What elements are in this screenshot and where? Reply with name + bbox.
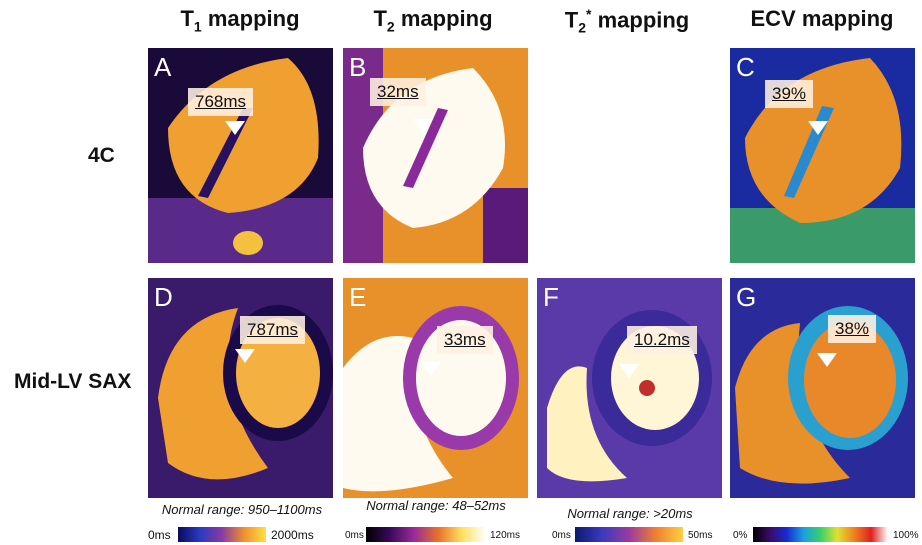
panel-letter: E <box>349 282 366 313</box>
scale-min: 0ms <box>552 530 571 541</box>
panel-letter: B <box>349 52 366 83</box>
header-text: T <box>180 6 193 31</box>
header-text: T <box>565 7 578 32</box>
scale-max: 100% <box>893 530 919 541</box>
arrow <box>225 121 245 135</box>
panel-letter: G <box>736 282 756 313</box>
colorbar <box>575 527 683 542</box>
header-text: T <box>373 6 386 31</box>
value-label: 39% <box>765 80 813 108</box>
scale-min: 0% <box>733 530 747 541</box>
colorbar <box>366 527 486 542</box>
scale-min: 0ms <box>148 528 171 542</box>
panel-letter: C <box>736 52 755 83</box>
panel-letter: A <box>154 52 171 83</box>
image-panel: C 39% <box>730 48 915 263</box>
header-subscript: 1 <box>194 18 202 34</box>
value-label: 768ms <box>188 88 253 116</box>
column-header: T1 mapping <box>145 6 335 34</box>
header-text: mapping <box>598 7 690 32</box>
figure: T1 mapping T2 mapping T2* mapping ECV ma… <box>0 0 922 545</box>
scale-min: 0ms <box>345 530 364 541</box>
t2-image <box>343 278 528 498</box>
value-label: 32ms <box>370 78 426 106</box>
image-panel: E 33ms <box>343 278 528 498</box>
value-label: 787ms <box>240 316 305 344</box>
scale-max: 50ms <box>688 530 712 541</box>
normal-range: Normal range: 48–52ms <box>336 498 536 513</box>
scale-max: 2000ms <box>271 528 314 542</box>
ecv-image <box>730 48 915 263</box>
value-label: 38% <box>828 315 876 343</box>
header-text: mapping <box>401 6 493 31</box>
arrow <box>421 362 441 376</box>
scale-max: 120ms <box>490 530 520 541</box>
row-label: Mid-LV SAX <box>14 370 131 394</box>
image-panel: A 768ms <box>148 48 333 263</box>
value-label: 10.2ms <box>627 326 697 354</box>
t1-image <box>148 278 333 498</box>
header-subscript: 2 <box>578 20 586 36</box>
header-text: ECV mapping <box>750 6 893 31</box>
header-subscript: 2 <box>387 18 395 34</box>
value-label: 33ms <box>437 326 493 354</box>
header-text: mapping <box>208 6 300 31</box>
arrow <box>413 119 433 133</box>
image-panel: F 10.2ms <box>537 278 722 498</box>
row-label: 4C <box>88 144 115 168</box>
column-header: T2* mapping <box>532 6 722 36</box>
panel-letter: D <box>154 282 173 313</box>
arrow <box>808 121 828 135</box>
normal-range: Normal range: 950–1100ms <box>142 502 342 517</box>
panel-letter: F <box>543 282 559 313</box>
arrow <box>619 364 639 378</box>
t1-image <box>148 48 333 263</box>
t2star-image <box>537 278 722 498</box>
image-panel: B 32ms <box>343 48 528 263</box>
normal-range: Normal range: >20ms <box>530 506 730 521</box>
colorbar <box>753 527 888 542</box>
ecv-image <box>730 278 915 498</box>
arrow <box>235 349 255 363</box>
arrow <box>817 353 837 367</box>
colorbar <box>178 527 266 542</box>
image-panel: D 787ms <box>148 278 333 498</box>
header-superscript: * <box>586 6 591 22</box>
image-panel: G 38% <box>730 278 915 498</box>
column-header: ECV mapping <box>727 6 917 32</box>
column-header: T2 mapping <box>338 6 528 34</box>
